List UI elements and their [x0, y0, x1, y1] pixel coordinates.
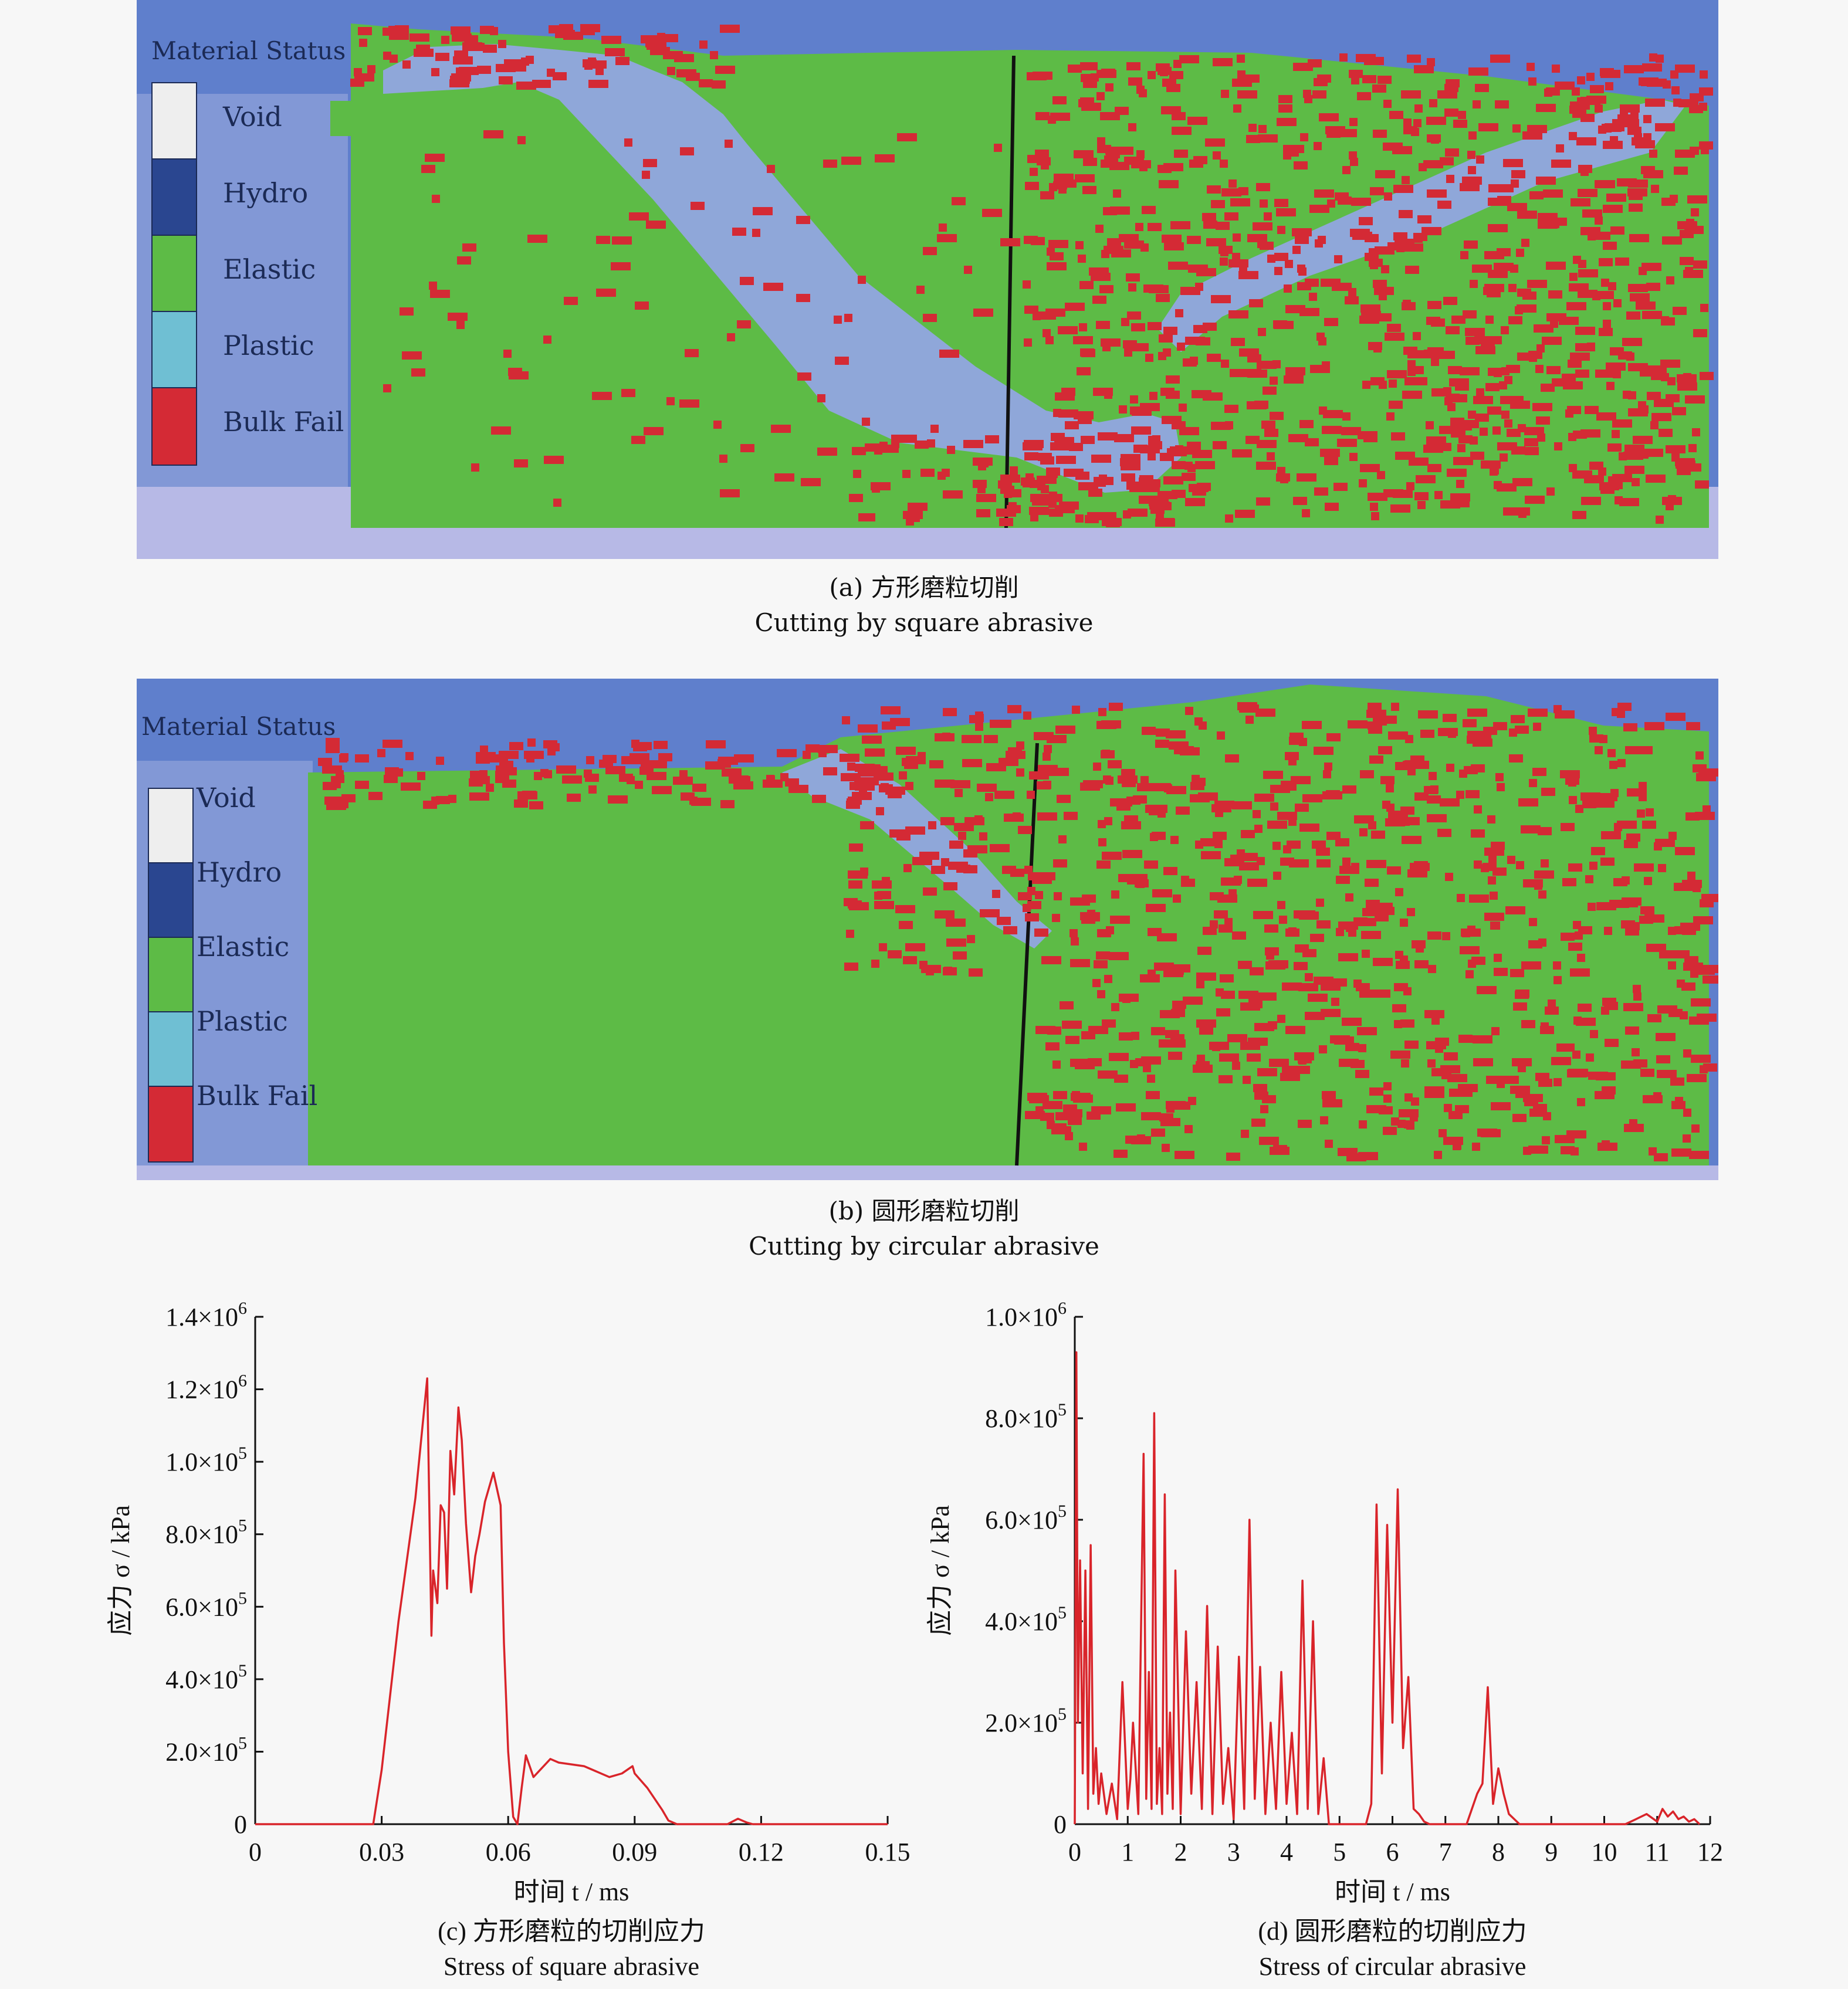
x-tick-label: 0.06	[486, 1838, 531, 1866]
y-axis-label: 应力 σ / kPa	[926, 1505, 955, 1636]
legend-swatch-void	[148, 788, 194, 865]
legend-label-void: Void	[223, 101, 282, 133]
simulation-image-circular	[137, 679, 1718, 1180]
simulation-svg-circular	[137, 679, 1718, 1180]
legend-label-void: Void	[197, 782, 256, 814]
stress-chart-circular: 0 1 2 3 4 5 6 7 8 9 10 11 1202.0×1054.0×1056.0×1058.…	[926, 1299, 1723, 1981]
y-tick-label: 1.0×105	[165, 1444, 247, 1476]
legend-label-plastic: Plastic	[197, 1005, 288, 1037]
y-tick-label: 1.0×106	[985, 1299, 1067, 1331]
legend-label-elastic: Elastic	[223, 253, 316, 285]
legend-swatch-bulk-fail	[151, 387, 197, 466]
chart-caption-cn: (d) 圆形磨粒的切削应力	[1258, 1917, 1527, 1946]
x-tick-label: 12	[1697, 1838, 1723, 1866]
x-tick-label: 3	[1227, 1838, 1240, 1866]
y-tick-label: 1.2×106	[165, 1371, 247, 1404]
stress-chart-square: 0 0.03 0.06 0.09 0.12 0.15 0 2.0×105 4.0×105 6.0×…	[106, 1299, 911, 1981]
legend-title-a: Material Status	[151, 36, 346, 65]
caption-b-en: Cutting by circular abrasive	[749, 1232, 1099, 1261]
x-tick-label: 7	[1439, 1838, 1452, 1866]
legend-swatch-elastic	[151, 235, 197, 313]
chart-caption-en: Stress of square abrasive	[444, 1952, 699, 1981]
legend-label-bulk-fail: Bulk Fail	[197, 1080, 318, 1112]
x-tick-label: 0	[249, 1838, 262, 1866]
legend-title-b: Material Status	[141, 712, 336, 741]
caption-a-en: Cutting by square abrasive	[754, 608, 1094, 637]
x-tick-label: 10	[1592, 1838, 1617, 1866]
chart-caption-en: Stress of circular abrasive	[1259, 1952, 1527, 1981]
x-tick-label: 8	[1492, 1838, 1505, 1866]
y-tick-label: 6.0×105	[165, 1588, 247, 1621]
x-tick-label: 6	[1386, 1838, 1399, 1866]
legend-label-elastic: Elastic	[197, 931, 290, 963]
y-tick-label: 2.0×105	[165, 1733, 247, 1766]
simulation-svg-square	[137, 0, 1718, 559]
x-axis-label: 时间 t / ms	[514, 1878, 629, 1906]
legend-swatch-bulk-fail	[148, 1086, 194, 1163]
x-tick-label: 0	[1068, 1838, 1081, 1866]
x-tick-label: 4	[1280, 1838, 1293, 1866]
x-tick-label: 9	[1545, 1838, 1558, 1866]
legend-label-bulk-fail: Bulk Fail	[223, 406, 344, 438]
legend-label-hydro: Hydro	[223, 177, 309, 209]
y-tick-label: 8.0×105	[985, 1400, 1067, 1433]
y-tick-label: 8.0×105	[165, 1516, 247, 1549]
x-tick-label: 0.09	[612, 1838, 657, 1866]
legend-swatch-void	[151, 82, 197, 161]
legend-swatch-plastic	[151, 311, 197, 389]
y-tick-label: 0	[234, 1810, 247, 1839]
y-tick-label: 1.4×106	[165, 1299, 247, 1331]
x-tick-label: 5	[1333, 1838, 1346, 1866]
legend-label-plastic: Plastic	[223, 330, 314, 361]
y-tick-label: 0	[1054, 1810, 1067, 1839]
chart-caption-cn: (c) 方形磨粒的切削应力	[438, 1917, 705, 1946]
caption-b-cn: (b) 圆形磨粒切削	[828, 1197, 1020, 1225]
y-tick-label: 4.0×105	[985, 1603, 1067, 1636]
x-tick-label: 11	[1645, 1838, 1670, 1866]
legend-swatch-hydro	[148, 862, 194, 939]
caption-a-cn: (a) 方形磨粒切削	[829, 573, 1019, 602]
y-tick-label: 6.0×105	[985, 1502, 1067, 1534]
x-tick-label: 0.12	[739, 1838, 784, 1866]
y-axis-label: 应力 σ / kPa	[106, 1505, 135, 1636]
y-tick-label: 4.0×105	[165, 1661, 247, 1694]
x-tick-label: 0.03	[359, 1838, 404, 1866]
legend-swatch-elastic	[148, 937, 194, 1014]
x-axis-label: 时间 t / ms	[1335, 1878, 1450, 1906]
legend-swatch-hydro	[151, 158, 197, 237]
legend-swatch-plastic	[148, 1011, 194, 1088]
stress-series-line	[255, 1377, 888, 1825]
x-tick-label: 2	[1175, 1838, 1187, 1866]
legend-label-hydro: Hydro	[197, 856, 282, 888]
x-tick-label: 1	[1121, 1838, 1134, 1866]
stress-series-line	[1074, 1351, 1701, 1825]
simulation-image-square	[137, 0, 1718, 559]
y-tick-label: 2.0×105	[985, 1705, 1067, 1737]
x-tick-label: 0.15	[865, 1838, 911, 1866]
